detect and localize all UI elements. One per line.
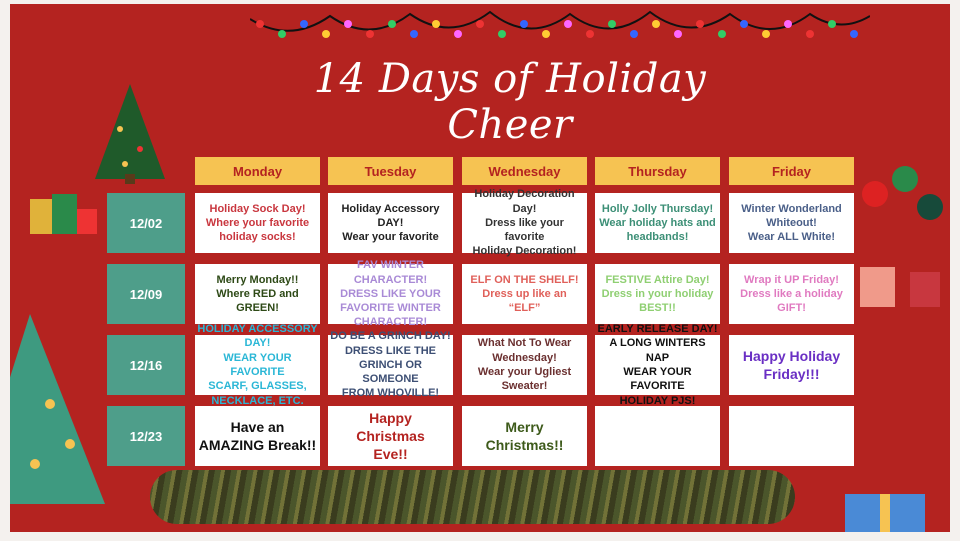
light-bulb	[498, 30, 506, 38]
calendar-cell: Merry Christmas!!	[462, 406, 587, 466]
light-bulb	[322, 30, 330, 38]
calendar-cell: ELF ON THE SHELF! Dress up like an “ELF”	[462, 264, 587, 324]
light-bulb	[278, 30, 286, 38]
light-bulb	[718, 30, 726, 38]
calendar-cell: Winter Wonderland Whiteout! Wear ALL Whi…	[729, 193, 854, 253]
day-header-friday: Friday	[729, 157, 854, 185]
calendar-cell: EARLY RELEASE DAY! A LONG WINTERS NAP WE…	[595, 323, 720, 407]
day-header-wednesday: Wednesday	[462, 157, 587, 185]
light-bulb	[410, 30, 418, 38]
day-header-thursday: Thursday	[595, 157, 720, 185]
light-bulb	[520, 20, 528, 28]
light-bulb	[366, 30, 374, 38]
light-bulb	[608, 20, 616, 28]
calendar-cell: Merry Monday!! Where RED and GREEN!	[195, 264, 320, 324]
gift-stack-icon	[860, 267, 940, 307]
light-bulb	[300, 20, 308, 28]
holiday-calendar-poster: 14 Days of Holiday Cheer Monday Tuesday We…	[10, 4, 950, 532]
calendar-cell: Holly Jolly Thursday! Wear holiday hats …	[595, 193, 720, 253]
calendar-cell: Have an AMAZING Break!!	[195, 406, 320, 466]
calendar-cell: Holiday Decoration Day! Dress like your …	[462, 188, 587, 257]
big-tree-icon	[10, 314, 105, 504]
light-bulb	[586, 30, 594, 38]
light-bulb	[740, 20, 748, 28]
day-header-monday: Monday	[195, 157, 320, 185]
week-date: 12/02	[107, 193, 185, 253]
light-bulb	[388, 20, 396, 28]
calendar-cell: HOLIDAY ACCESSORY DAY! WEAR YOUR FAVORIT…	[195, 323, 320, 407]
day-header-tuesday: Tuesday	[328, 157, 453, 185]
light-bulb	[256, 20, 264, 28]
calendar-cell: FESTIVE Attire Day! Dress in your holida…	[595, 264, 720, 324]
light-bulb	[828, 20, 836, 28]
garland-decoration	[150, 470, 795, 524]
calendar-cell: Holiday Accessory DAY! Wear your favorit…	[328, 193, 453, 253]
calendar-cell: DO BE A GRINCH DAY! DRESS LIKE THE GRINC…	[328, 330, 453, 399]
gift-box-icon	[30, 194, 97, 234]
calendar-cell: Happy Holiday Friday!!!	[729, 335, 854, 395]
light-bulb	[476, 20, 484, 28]
ornament-icon	[862, 166, 943, 220]
light-bulb	[762, 30, 770, 38]
light-bulb	[564, 20, 572, 28]
christmas-tree-icon	[95, 84, 165, 184]
light-bulb	[432, 20, 440, 28]
calendar-cell	[595, 406, 720, 466]
calendar-cell: Wrap it UP Friday! Dress like a holiday …	[729, 264, 854, 324]
light-bulb	[630, 30, 638, 38]
week-date: 12/23	[107, 406, 185, 466]
calendar-cell: What Not To Wear Wednesday! Wear your Ug…	[462, 335, 587, 395]
calendar-cell	[729, 406, 854, 466]
light-bulb	[806, 30, 814, 38]
light-bulb	[850, 30, 858, 38]
light-bulb	[652, 20, 660, 28]
calendar-cell: Happy Christmas Eve!!	[328, 406, 453, 466]
light-bulb	[784, 20, 792, 28]
light-bulb	[344, 20, 352, 28]
present-icon	[845, 494, 925, 532]
week-date: 12/16	[107, 335, 185, 395]
calendar-cell: Holiday Sock Day! Where your favorite ho…	[195, 193, 320, 253]
light-bulb	[454, 30, 462, 38]
week-date: 12/09	[107, 264, 185, 324]
poster-title: 14 Days of Holiday Cheer	[313, 56, 707, 148]
calendar-cell: FAV WINTER CHARACTER! DRESS LIKE YOUR FA…	[328, 259, 453, 328]
light-bulb	[674, 30, 682, 38]
light-bulb	[696, 20, 704, 28]
string-lights-icon	[250, 10, 870, 38]
light-bulb	[542, 30, 550, 38]
